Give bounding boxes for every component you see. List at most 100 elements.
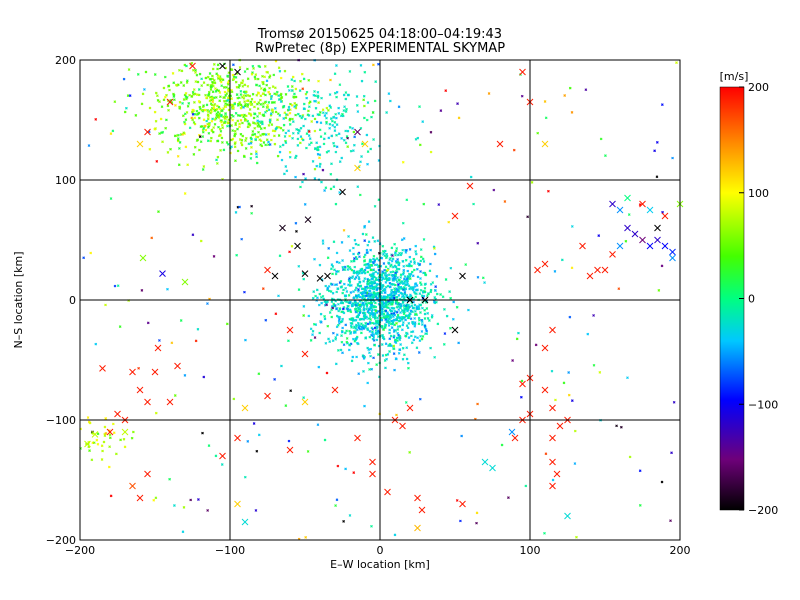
data-point	[661, 210, 664, 214]
data-point	[298, 141, 302, 145]
data-point	[178, 147, 181, 150]
data-point	[409, 272, 413, 276]
colorbar-tick-label: −200	[748, 504, 778, 517]
data-point	[254, 137, 257, 141]
data-point	[390, 291, 393, 294]
data-point	[221, 78, 225, 82]
data-point	[199, 140, 203, 144]
data-point	[233, 142, 237, 145]
data-point	[249, 103, 253, 107]
data-point	[416, 336, 419, 340]
data-point	[243, 100, 246, 103]
x-marker	[166, 98, 174, 106]
data-point	[238, 205, 241, 209]
data-point	[328, 311, 332, 314]
data-point	[388, 317, 391, 321]
data-point	[254, 122, 257, 126]
data-point	[376, 272, 380, 275]
data-point	[383, 287, 386, 291]
data-point	[238, 138, 242, 141]
data-point	[295, 230, 298, 233]
data-point	[395, 247, 399, 250]
data-point	[356, 342, 360, 346]
data-point	[222, 115, 225, 119]
x-marker	[241, 404, 249, 412]
data-point	[382, 312, 386, 316]
data-point	[211, 117, 214, 121]
data-point	[305, 132, 309, 136]
data-point	[417, 316, 421, 320]
x-marker	[264, 392, 271, 400]
data-point	[360, 155, 363, 158]
data-point	[95, 438, 99, 442]
data-point	[387, 300, 390, 303]
data-point	[372, 254, 376, 258]
data-point	[215, 72, 219, 76]
x-marker	[414, 494, 421, 502]
data-point	[363, 326, 367, 329]
data-point	[267, 132, 270, 136]
data-point	[357, 323, 361, 326]
data-point	[173, 394, 177, 397]
data-point	[398, 325, 402, 328]
data-point	[389, 270, 393, 274]
data-point	[111, 422, 115, 426]
data-point	[394, 271, 397, 275]
data-point	[172, 81, 176, 85]
x-marker	[646, 242, 654, 250]
data-point	[366, 381, 370, 385]
data-point	[263, 87, 267, 91]
data-point	[342, 138, 346, 142]
data-point	[372, 257, 375, 261]
data-point	[197, 111, 201, 115]
data-point	[401, 160, 405, 164]
data-point	[193, 92, 197, 96]
data-point	[281, 105, 285, 109]
data-point	[386, 315, 390, 319]
data-point	[339, 285, 343, 289]
data-point	[267, 124, 271, 127]
data-point	[305, 96, 309, 100]
data-point	[298, 89, 302, 92]
data-point	[334, 504, 337, 507]
x-marker	[661, 242, 669, 250]
data-point	[388, 320, 391, 323]
data-point	[216, 77, 220, 80]
data-point	[244, 94, 248, 97]
x-marker	[174, 362, 181, 370]
data-point	[344, 110, 348, 113]
data-point	[294, 154, 298, 158]
data-point	[243, 83, 247, 87]
data-point	[655, 175, 659, 179]
data-point	[274, 110, 278, 114]
data-point	[122, 77, 126, 81]
data-point	[401, 328, 404, 332]
x-tick-label: −100	[215, 544, 245, 557]
data-point	[193, 112, 197, 116]
data-point	[401, 272, 405, 276]
data-point	[224, 112, 227, 116]
data-point	[317, 303, 321, 307]
chart-title: Tromsø 20150625 04:18:00–04:19:43	[257, 27, 502, 42]
data-point	[273, 134, 276, 138]
x-marker	[549, 458, 556, 466]
data-point	[262, 141, 266, 144]
data-point	[354, 301, 357, 304]
data-point	[638, 469, 642, 473]
data-point	[396, 331, 399, 335]
x-marker	[616, 206, 624, 214]
data-point	[226, 124, 229, 128]
data-point	[226, 98, 230, 102]
data-point	[207, 90, 211, 94]
data-point	[406, 361, 410, 365]
data-point	[278, 69, 282, 73]
data-point	[327, 247, 331, 250]
data-point	[401, 357, 405, 361]
data-point	[175, 134, 179, 137]
data-point	[217, 114, 221, 117]
data-point	[288, 111, 292, 115]
data-point	[376, 239, 380, 243]
data-point	[515, 337, 519, 341]
data-point	[316, 148, 320, 152]
data-point	[332, 115, 336, 119]
